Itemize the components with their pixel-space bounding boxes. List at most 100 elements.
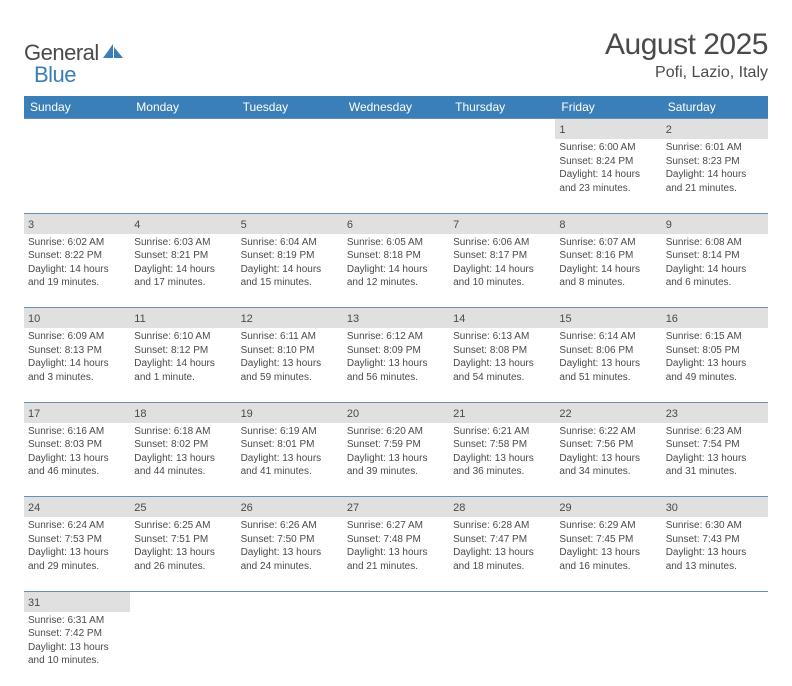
day-details: Sunrise: 6:02 AMSunset: 8:22 PMDaylight:… — [28, 236, 126, 290]
day-details: Sunrise: 6:08 AMSunset: 8:14 PMDaylight:… — [666, 236, 764, 290]
day-header: Wednesday — [343, 96, 449, 119]
day-cell: Sunrise: 6:19 AMSunset: 8:01 PMDaylight:… — [237, 423, 343, 497]
daynum-cell: 8 — [555, 213, 661, 234]
day-cell: Sunrise: 6:07 AMSunset: 8:16 PMDaylight:… — [555, 234, 661, 308]
day-cell: Sunrise: 6:23 AMSunset: 7:54 PMDaylight:… — [662, 423, 768, 497]
day-cell: Sunrise: 6:18 AMSunset: 8:02 PMDaylight:… — [130, 423, 236, 497]
day-details: Sunrise: 6:04 AMSunset: 8:19 PMDaylight:… — [241, 236, 339, 290]
day-details: Sunrise: 6:25 AMSunset: 7:51 PMDaylight:… — [134, 519, 232, 573]
day-details: Sunrise: 6:05 AMSunset: 8:18 PMDaylight:… — [347, 236, 445, 290]
day-cell: Sunrise: 6:15 AMSunset: 8:05 PMDaylight:… — [662, 328, 768, 402]
day-number: 7 — [453, 219, 459, 231]
daynum-cell: 30 — [662, 497, 768, 518]
day-cell: Sunrise: 6:08 AMSunset: 8:14 PMDaylight:… — [662, 234, 768, 308]
calendar-table: SundayMondayTuesdayWednesdayThursdayFrid… — [24, 96, 768, 686]
day-cell: Sunrise: 6:31 AMSunset: 7:42 PMDaylight:… — [24, 612, 130, 686]
day-details: Sunrise: 6:19 AMSunset: 8:01 PMDaylight:… — [241, 425, 339, 479]
daynum-row: 12 — [24, 119, 768, 140]
day-cell: Sunrise: 6:29 AMSunset: 7:45 PMDaylight:… — [555, 517, 661, 591]
day-details: Sunrise: 6:06 AMSunset: 8:17 PMDaylight:… — [453, 236, 551, 290]
daynum-cell: 10 — [24, 308, 130, 329]
content-row: Sunrise: 6:16 AMSunset: 8:03 PMDaylight:… — [24, 423, 768, 497]
day-number: 29 — [559, 502, 571, 514]
day-number: 1 — [559, 124, 565, 136]
day-details: Sunrise: 6:30 AMSunset: 7:43 PMDaylight:… — [666, 519, 764, 573]
sail-icon — [101, 42, 125, 65]
day-number: 4 — [134, 219, 140, 231]
daynum-cell: 19 — [237, 402, 343, 423]
content-row: Sunrise: 6:00 AMSunset: 8:24 PMDaylight:… — [24, 139, 768, 213]
day-cell — [237, 139, 343, 213]
day-cell: Sunrise: 6:30 AMSunset: 7:43 PMDaylight:… — [662, 517, 768, 591]
day-details: Sunrise: 6:20 AMSunset: 7:59 PMDaylight:… — [347, 425, 445, 479]
daynum-cell: 1 — [555, 119, 661, 140]
daynum-cell — [343, 591, 449, 612]
day-details: Sunrise: 6:22 AMSunset: 7:56 PMDaylight:… — [559, 425, 657, 479]
daynum-cell: 4 — [130, 213, 236, 234]
daynum-cell: 5 — [237, 213, 343, 234]
day-cell: Sunrise: 6:01 AMSunset: 8:23 PMDaylight:… — [662, 139, 768, 213]
daynum-cell: 18 — [130, 402, 236, 423]
day-cell — [130, 612, 236, 686]
day-details: Sunrise: 6:09 AMSunset: 8:13 PMDaylight:… — [28, 330, 126, 384]
day-number: 16 — [666, 313, 678, 325]
daynum-cell — [555, 591, 661, 612]
day-number: 27 — [347, 502, 359, 514]
content-row: Sunrise: 6:02 AMSunset: 8:22 PMDaylight:… — [24, 234, 768, 308]
day-number: 20 — [347, 408, 359, 420]
day-header: Saturday — [662, 96, 768, 119]
day-number: 25 — [134, 502, 146, 514]
day-number: 11 — [134, 313, 145, 325]
daynum-cell: 28 — [449, 497, 555, 518]
day-details: Sunrise: 6:16 AMSunset: 8:03 PMDaylight:… — [28, 425, 126, 479]
day-number: 15 — [559, 313, 571, 325]
day-header: Sunday — [24, 96, 130, 119]
day-cell — [662, 612, 768, 686]
day-number: 23 — [666, 408, 678, 420]
day-number: 31 — [28, 597, 40, 609]
day-header: Monday — [130, 96, 236, 119]
daynum-cell: 24 — [24, 497, 130, 518]
day-details: Sunrise: 6:18 AMSunset: 8:02 PMDaylight:… — [134, 425, 232, 479]
daynum-cell: 21 — [449, 402, 555, 423]
daynum-cell: 15 — [555, 308, 661, 329]
day-cell — [555, 612, 661, 686]
daynum-cell: 16 — [662, 308, 768, 329]
daynum-cell: 2 — [662, 119, 768, 140]
day-header-row: SundayMondayTuesdayWednesdayThursdayFrid… — [24, 96, 768, 119]
day-cell — [237, 612, 343, 686]
daynum-cell: 22 — [555, 402, 661, 423]
day-cell: Sunrise: 6:27 AMSunset: 7:48 PMDaylight:… — [343, 517, 449, 591]
day-cell — [343, 139, 449, 213]
day-number: 22 — [559, 408, 571, 420]
day-cell: Sunrise: 6:21 AMSunset: 7:58 PMDaylight:… — [449, 423, 555, 497]
day-details: Sunrise: 6:15 AMSunset: 8:05 PMDaylight:… — [666, 330, 764, 384]
day-details: Sunrise: 6:13 AMSunset: 8:08 PMDaylight:… — [453, 330, 551, 384]
content-row: Sunrise: 6:09 AMSunset: 8:13 PMDaylight:… — [24, 328, 768, 402]
day-cell: Sunrise: 6:28 AMSunset: 7:47 PMDaylight:… — [449, 517, 555, 591]
day-cell: Sunrise: 6:14 AMSunset: 8:06 PMDaylight:… — [555, 328, 661, 402]
day-details: Sunrise: 6:10 AMSunset: 8:12 PMDaylight:… — [134, 330, 232, 384]
day-details: Sunrise: 6:26 AMSunset: 7:50 PMDaylight:… — [241, 519, 339, 573]
day-cell: Sunrise: 6:05 AMSunset: 8:18 PMDaylight:… — [343, 234, 449, 308]
day-details: Sunrise: 6:14 AMSunset: 8:06 PMDaylight:… — [559, 330, 657, 384]
day-cell: Sunrise: 6:09 AMSunset: 8:13 PMDaylight:… — [24, 328, 130, 402]
day-cell: Sunrise: 6:10 AMSunset: 8:12 PMDaylight:… — [130, 328, 236, 402]
day-number: 14 — [453, 313, 465, 325]
daynum-cell: 23 — [662, 402, 768, 423]
daynum-cell — [237, 119, 343, 140]
day-cell: Sunrise: 6:22 AMSunset: 7:56 PMDaylight:… — [555, 423, 661, 497]
day-header: Tuesday — [237, 96, 343, 119]
daynum-cell: 3 — [24, 213, 130, 234]
month-title: August 2025 — [605, 28, 768, 62]
calendar-body: 12Sunrise: 6:00 AMSunset: 8:24 PMDayligh… — [24, 119, 768, 686]
content-row: Sunrise: 6:24 AMSunset: 7:53 PMDaylight:… — [24, 517, 768, 591]
day-cell: Sunrise: 6:11 AMSunset: 8:10 PMDaylight:… — [237, 328, 343, 402]
day-details: Sunrise: 6:00 AMSunset: 8:24 PMDaylight:… — [559, 141, 657, 195]
day-cell: Sunrise: 6:26 AMSunset: 7:50 PMDaylight:… — [237, 517, 343, 591]
daynum-cell: 20 — [343, 402, 449, 423]
day-cell — [343, 612, 449, 686]
day-details: Sunrise: 6:23 AMSunset: 7:54 PMDaylight:… — [666, 425, 764, 479]
day-cell — [130, 139, 236, 213]
day-cell: Sunrise: 6:20 AMSunset: 7:59 PMDaylight:… — [343, 423, 449, 497]
